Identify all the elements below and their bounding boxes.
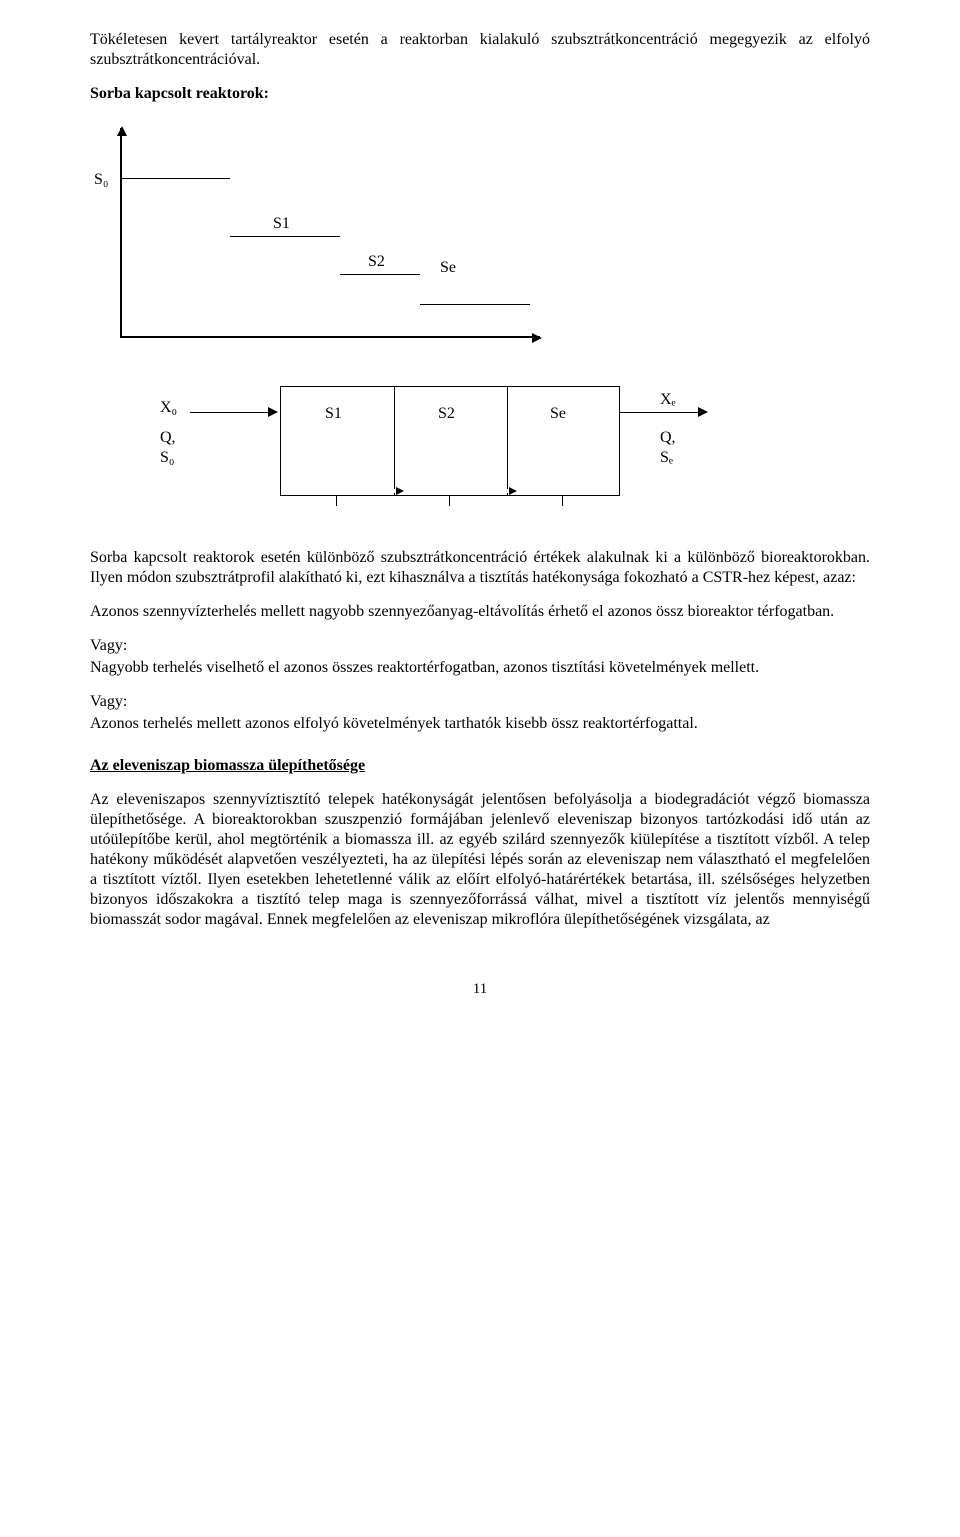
vagy-1: Vagy: xyxy=(90,636,870,656)
paragraph-4: Nagyobb terhelés viselhető el azonos öss… xyxy=(90,658,870,678)
level-label-s2: S2 xyxy=(368,252,385,272)
outlet-s-label: Sₑ xyxy=(660,448,673,468)
flow-arrow-1-icon xyxy=(396,487,404,495)
paragraph-3: Azonos szennyvízterhelés mellett nagyobb… xyxy=(90,602,870,622)
bottom-tick-2 xyxy=(449,496,450,506)
paragraph-2: Sorba kapcsolt reaktorok esetén különböz… xyxy=(90,548,870,588)
compartment-label-se: Se xyxy=(550,404,566,424)
outlet-arrow-head-icon xyxy=(698,407,708,417)
outlet-arrow-line xyxy=(620,412,700,413)
reactor-box xyxy=(280,386,620,496)
inlet-arrow-line xyxy=(190,412,270,413)
bottom-tick-3 xyxy=(562,496,563,506)
flow-arrow-2-icon xyxy=(509,487,517,495)
section-title-settling: Az eleveniszap biomassza ülepíthetősége xyxy=(90,756,870,776)
level-line-s1 xyxy=(230,236,340,237)
level-line-se xyxy=(420,304,530,305)
divider-1 xyxy=(394,387,395,495)
compartment-label-s2: S2 xyxy=(438,404,455,424)
inlet-s-label: S₀ xyxy=(160,448,174,468)
paragraph-5: Azonos terhelés mellett azonos elfolyó k… xyxy=(90,714,870,734)
y-arrow-head-icon xyxy=(117,126,127,136)
x-arrow-head-icon xyxy=(532,333,542,343)
paragraph-intro: Tökéletesen kevert tartályreaktor esetén… xyxy=(90,30,870,70)
level-label-s0: S₀ xyxy=(94,170,108,190)
inlet-q-label: Q, xyxy=(160,428,176,448)
level-label-se: Se xyxy=(440,258,456,278)
page-number: 11 xyxy=(90,980,870,999)
divider-2 xyxy=(507,387,508,495)
y-axis xyxy=(120,128,122,338)
x-axis xyxy=(120,336,540,338)
bottom-tick-1 xyxy=(336,496,337,506)
reactor-diagram: X₀ Q, S₀ S1 S2 Se Xₑ Q, Sₑ xyxy=(120,368,800,518)
compartment-label-s1: S1 xyxy=(325,404,342,424)
series-title: Sorba kapcsolt reaktorok: xyxy=(90,84,870,104)
level-line-s2 xyxy=(340,274,420,275)
level-line-s0 xyxy=(120,178,230,179)
inlet-x-label: X₀ xyxy=(160,398,177,418)
level-label-s1: S1 xyxy=(273,214,290,234)
outlet-x-label: Xₑ xyxy=(660,390,676,410)
concentration-step-chart: S₀ S1 S2 Se xyxy=(120,128,540,338)
paragraph-6: Az eleveniszapos szennyvíztisztító telep… xyxy=(90,790,870,930)
vagy-2: Vagy: xyxy=(90,692,870,712)
inlet-arrow-head-icon xyxy=(268,407,278,417)
outlet-q-label: Q, xyxy=(660,428,676,448)
